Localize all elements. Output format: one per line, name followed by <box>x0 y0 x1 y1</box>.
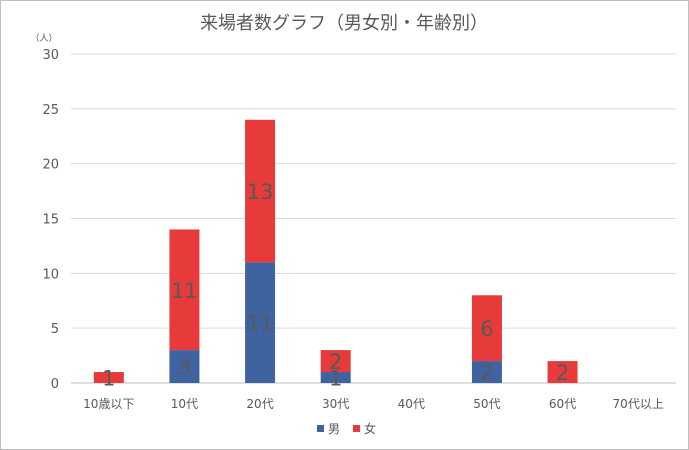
legend-label: 女 <box>364 421 376 436</box>
x-tick-label: 30代 <box>322 397 349 411</box>
y-tick-label: 0 <box>51 377 59 392</box>
chart-title: 来場者数グラフ（男女別・年齢別） <box>200 13 488 34</box>
x-tick-label: 50代 <box>473 397 500 411</box>
x-tick-label: 40代 <box>398 397 425 411</box>
data-label: 3 <box>178 356 191 380</box>
data-label: 11 <box>247 312 274 336</box>
x-tick-label: 10代 <box>171 397 198 411</box>
bar-female <box>471 295 502 362</box>
y-tick-label: 25 <box>42 103 59 118</box>
bar-male <box>471 361 502 383</box>
data-label: 2 <box>480 361 493 385</box>
y-tick-label: 10 <box>42 267 59 282</box>
legend-label: 男 <box>328 422 340 436</box>
data-label: 6 <box>480 317 493 341</box>
y-tick-label: 15 <box>42 213 59 228</box>
y-tick-label: 20 <box>42 158 59 173</box>
x-axis-ticks: 10歳以下 10代 20代 30代 40代 50代 60代 70代以上 <box>83 397 664 411</box>
y-tick-label: 30 <box>42 48 59 63</box>
data-label: 2 <box>556 361 569 385</box>
data-label: 2 <box>329 350 342 374</box>
data-label: 13 <box>247 180 274 204</box>
bar-female <box>169 229 200 351</box>
bar-female <box>93 372 124 383</box>
bars <box>93 119 578 383</box>
bar-male <box>320 372 351 383</box>
legend-swatch <box>317 425 324 432</box>
y-axis-unit-label: （人） <box>30 33 57 44</box>
x-tick-label: 70代以上 <box>613 397 664 411</box>
legend-swatch <box>353 425 360 432</box>
legend: 男女 <box>317 421 376 436</box>
bar-male <box>169 350 200 383</box>
grid-lines <box>71 53 676 384</box>
y-tick-label: 5 <box>51 322 59 337</box>
x-tick-label: 20代 <box>246 397 273 411</box>
data-label: 11 <box>171 279 198 303</box>
x-tick-label: 10歳以下 <box>83 397 134 411</box>
bar-male <box>245 262 276 383</box>
data-label: 1 <box>329 367 342 391</box>
y-axis-ticks: 0 5 10 15 20 25 30 <box>42 48 59 392</box>
data-label: 1 <box>102 367 115 391</box>
x-tick-label: 60代 <box>549 397 576 411</box>
bar-female <box>547 361 578 383</box>
bar-female <box>245 119 276 263</box>
bar-female <box>320 350 351 373</box>
